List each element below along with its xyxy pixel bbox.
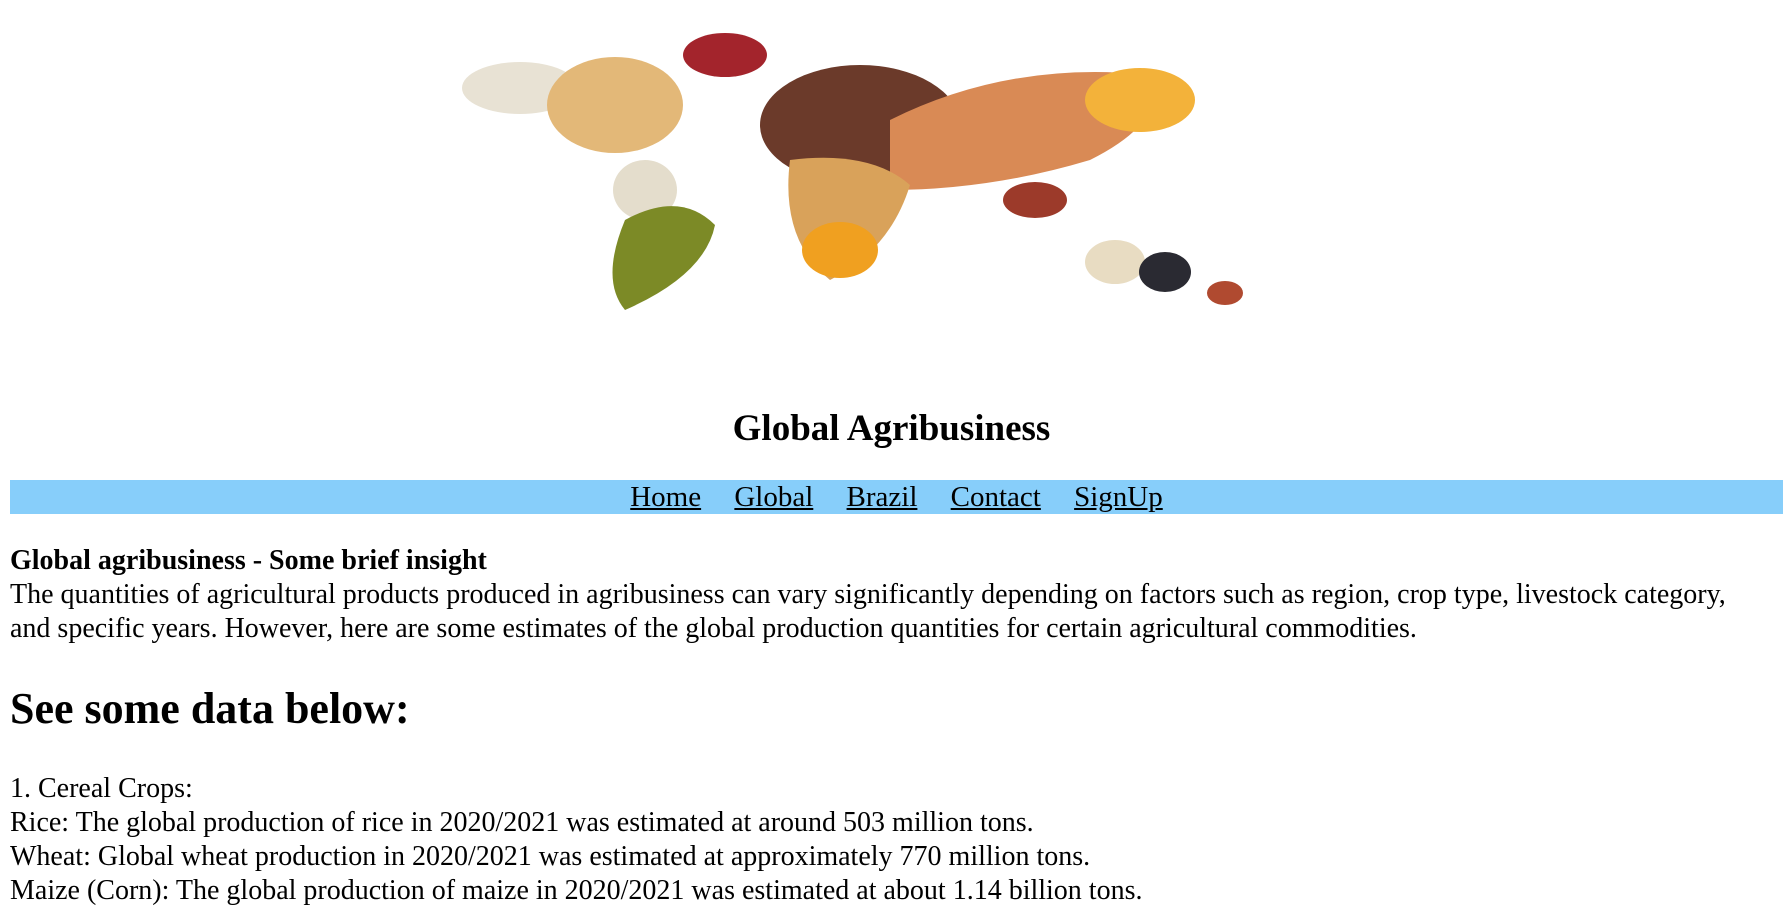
red-lentils-region xyxy=(1207,281,1243,305)
grain-map-illustration xyxy=(462,33,1243,310)
mung-beans-region xyxy=(612,206,715,310)
red-rice-region xyxy=(1003,182,1067,218)
insight-text: The quantities of agricultural products … xyxy=(10,579,1726,644)
sunflower-seeds-region xyxy=(613,160,677,220)
list-item: 1. Cereal Crops: xyxy=(10,773,193,804)
nav-link-brazil[interactable]: Brazil xyxy=(846,481,918,513)
data-section-heading: See some data below: xyxy=(10,684,410,733)
chickpeas-region xyxy=(547,57,683,153)
list-item: Maize (Corn): The global production of m… xyxy=(10,875,1143,906)
kidney-beans-region xyxy=(683,33,767,77)
corn-region-asia xyxy=(1085,68,1195,132)
list-item: Wheat: Global wheat production in 2020/2… xyxy=(10,841,1091,872)
nav-link-signup[interactable]: SignUp xyxy=(1074,481,1163,513)
insight-title: Global agribusiness - Some brief insight xyxy=(10,545,487,576)
data-list: 1. Cereal Crops: Rice: The global produc… xyxy=(10,772,1142,908)
site-title: Global Agribusiness xyxy=(732,408,1051,449)
nav-link-contact[interactable]: Contact xyxy=(950,481,1041,513)
list-item: Rice: The global production of rice in 2… xyxy=(10,807,1034,838)
world-map-of-grains-image xyxy=(450,10,1370,310)
nav-link-home[interactable]: Home xyxy=(630,481,702,513)
corn-region xyxy=(802,222,878,278)
oats-region xyxy=(1085,240,1145,284)
main-navigation: Home Global Brazil Contact SignUp xyxy=(10,480,1783,514)
insight-section: Global agribusiness - Some brief insight… xyxy=(10,544,1770,646)
nav-link-global[interactable]: Global xyxy=(734,481,814,513)
black-beans-region xyxy=(1139,252,1191,292)
